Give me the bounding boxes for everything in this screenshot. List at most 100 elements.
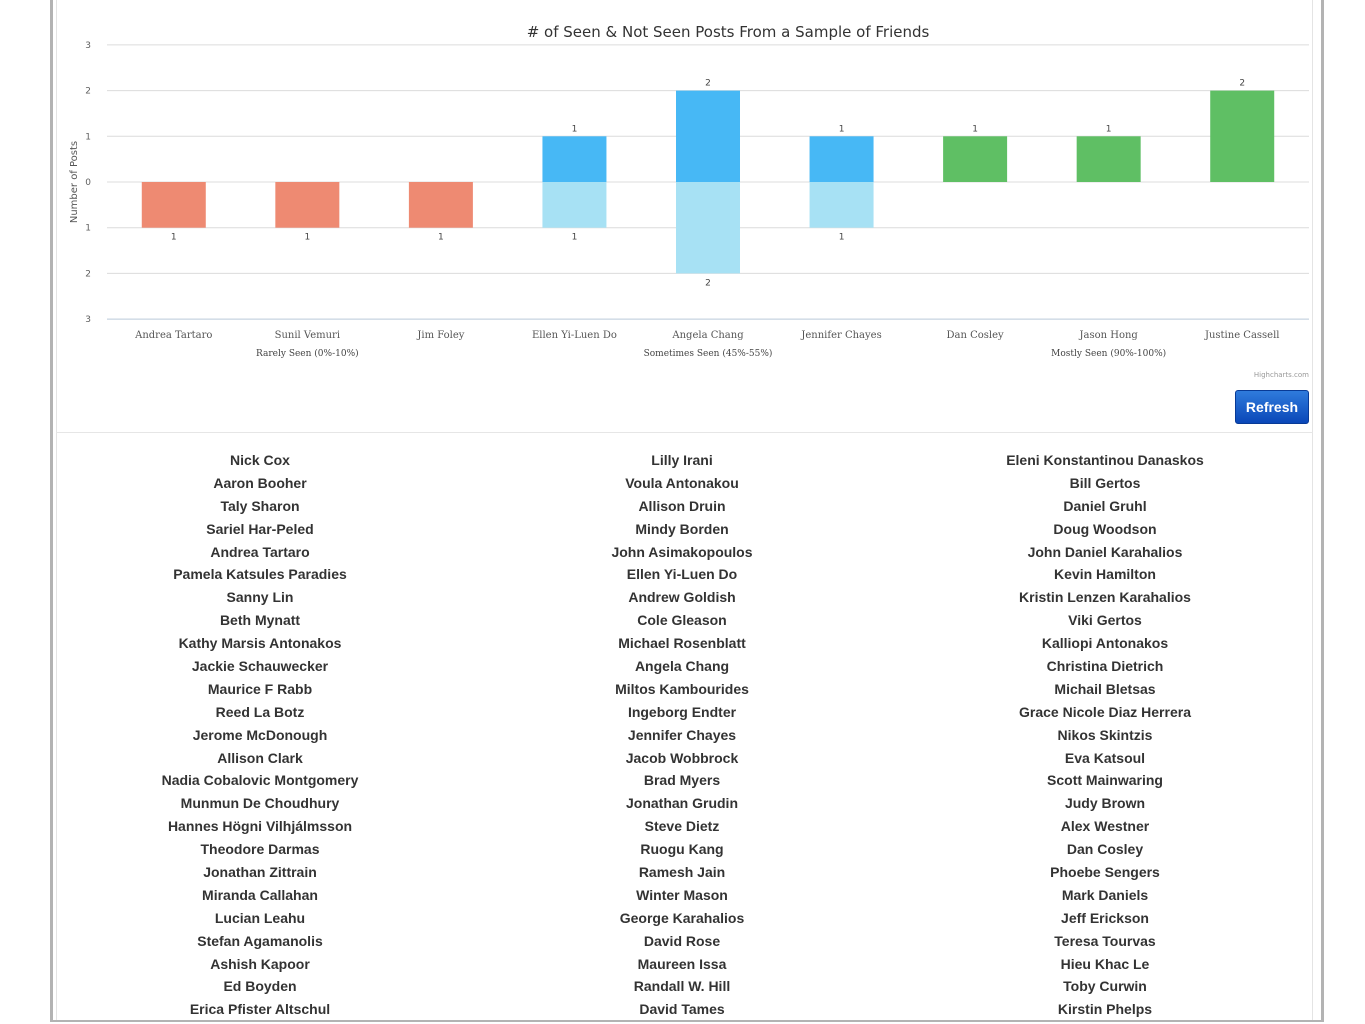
data-label: 2 [705, 278, 711, 288]
data-label: 1 [572, 233, 578, 243]
friend-name: Kevin Hamilton [1054, 566, 1156, 583]
group-label: Mostly Seen (90%-100%) [1051, 348, 1166, 359]
friend-name: Eleni Konstantinou Danaskos [1006, 452, 1204, 468]
category-label: Sunil Vemuri [275, 330, 340, 341]
friend-name: Miltos Kambourides [615, 680, 749, 697]
friend-name: Jonathan Grudin [626, 795, 738, 812]
friend-name: Kristin Lenzen Karahalios [1019, 589, 1191, 606]
friend-name: Reed La Botz [215, 703, 305, 720]
friend-name: Dan Cosley [1066, 841, 1144, 858]
bar [542, 182, 607, 228]
data-label: 1 [572, 124, 578, 134]
chart-title: # of Seen & Not Seen Posts From a Sample… [527, 23, 930, 41]
refresh-button[interactable]: Refresh [1235, 390, 1309, 424]
friend-name: Munmun De Choudhury [180, 795, 340, 812]
bar [1210, 90, 1275, 182]
friend-name: Grace Nicole Diaz Herrera [1019, 703, 1191, 720]
friends-column-2: Lilly Irani Voula Antonakou Allison Druin M… [532, 449, 832, 1020]
friend-name: Michail Bletsas [1054, 680, 1156, 697]
friend-name: Lucian Leahu [214, 909, 306, 926]
friend-name: Doug Woodson [1053, 520, 1157, 537]
friend-name: Jackie Schauwecker [191, 658, 329, 675]
friend-name: Angela Chang [634, 658, 730, 675]
friend-name: Brad Myers [643, 772, 721, 789]
friend-name: Kathy Marsis Antonakos [178, 635, 342, 652]
bar [141, 182, 206, 228]
friend-name: Lilly Irani [651, 452, 713, 468]
friend-name: Ramesh Jain [638, 864, 726, 881]
data-label: 1 [839, 124, 845, 134]
friend-name: Jeff Erickson [1061, 909, 1149, 926]
friend-name: Jonathan Zittrain [203, 864, 317, 881]
y-tick-label: 2 [85, 87, 91, 97]
friend-name: Stefan Agamanolis [197, 932, 323, 949]
friend-name: Eva Katsoul [1064, 749, 1146, 766]
data-label: 1 [839, 233, 845, 243]
app-window: # of Seen & Not Seen Posts From a Sample… [50, 0, 1324, 1022]
y-tick-label: 2 [85, 269, 91, 279]
bar [408, 182, 473, 228]
category-label: Dan Cosley [947, 330, 1005, 341]
friend-name: Nikos Skintzis [1057, 726, 1153, 743]
friend-name: George Karahalios [619, 909, 745, 926]
friend-name: Christina Dietrich [1046, 658, 1164, 675]
friend-name: Teresa Tourvas [1054, 932, 1156, 949]
bar [809, 136, 874, 182]
friend-name: Maureen Issa [637, 955, 727, 972]
friend-name: Alex Westner [1060, 818, 1150, 835]
y-tick-label: 0 [85, 178, 91, 188]
friend-name: Phoebe Sengers [1050, 864, 1160, 881]
friend-name: Voula Antonakou [625, 474, 739, 491]
category-label: Angela Chang [671, 330, 744, 341]
friend-name: Cole Gleason [637, 612, 727, 629]
group-label: Rarely Seen (0%-10%) [256, 348, 359, 359]
friend-name: Aaron Booher [213, 474, 307, 491]
y-tick-label: 1 [85, 224, 91, 234]
friend-name: Jacob Wobbrock [625, 749, 739, 766]
data-label: 1 [438, 233, 444, 243]
friend-name: Nick Cox [230, 452, 290, 468]
y-tick-label: 3 [85, 41, 91, 51]
friend-name: Randall W. Hill [633, 978, 731, 995]
friend-name: Ruogu Kang [640, 841, 724, 858]
friend-name: Mindy Borden [635, 520, 729, 537]
friend-name: Pamela Katsules Paradies [173, 566, 347, 583]
bar [542, 136, 607, 182]
friend-name: John Asimakopoulos [611, 543, 753, 560]
friend-name: Scott Mainwaring [1047, 772, 1163, 789]
data-label: 1 [972, 124, 978, 134]
friend-name: Theodore Darmas [200, 841, 320, 858]
friend-name: Maurice F Rabb [207, 680, 313, 697]
bar [676, 182, 740, 274]
friend-name: Jerome McDonough [192, 726, 328, 743]
friend-name: Hieu Khac Le [1060, 955, 1150, 972]
friend-name: Winter Mason [636, 886, 728, 903]
friend-name: Steve Dietz [644, 818, 720, 835]
friends-column-1: Nick Cox Aaron Booher Taly Sharon Sariel Ha… [110, 449, 410, 1020]
category-label: Justine Cassell [1204, 330, 1280, 341]
friend-name: Jennifer Chayes [627, 726, 737, 743]
friend-name: Mark Daniels [1061, 886, 1149, 903]
friend-name: Sanny Lin [226, 589, 294, 606]
friends-column-3: Eleni Konstantinou Danaskos Bill Gertos Da… [955, 449, 1255, 1020]
friend-name: Ingeborg Endter [627, 703, 737, 720]
data-label: 1 [1106, 124, 1112, 134]
data-label: 2 [705, 79, 711, 89]
friend-name: Kirstin Phelps [1057, 1001, 1153, 1018]
bar [943, 136, 1008, 182]
friend-name: Judy Brown [1064, 795, 1146, 812]
friend-name: Ashish Kapoor [210, 955, 310, 972]
friend-name: Ed Boyden [223, 978, 297, 995]
friend-name: Andrew Goldish [628, 589, 736, 606]
y-axis-label: Number of Posts [69, 141, 80, 223]
category-label: Jason Hong [1079, 330, 1139, 341]
friend-name: Beth Mynatt [219, 612, 301, 629]
divider [56, 432, 1313, 433]
bar [275, 182, 340, 228]
friend-name: John Daniel Karahalios [1027, 543, 1183, 560]
category-label: Andrea Tartaro [134, 330, 212, 341]
data-label: 1 [171, 233, 177, 243]
friend-name: Miranda Callahan [202, 886, 318, 903]
friend-name: Daniel Gruhl [1063, 497, 1147, 514]
friend-name: Nadia Cobalovic Montgomery [161, 772, 359, 789]
